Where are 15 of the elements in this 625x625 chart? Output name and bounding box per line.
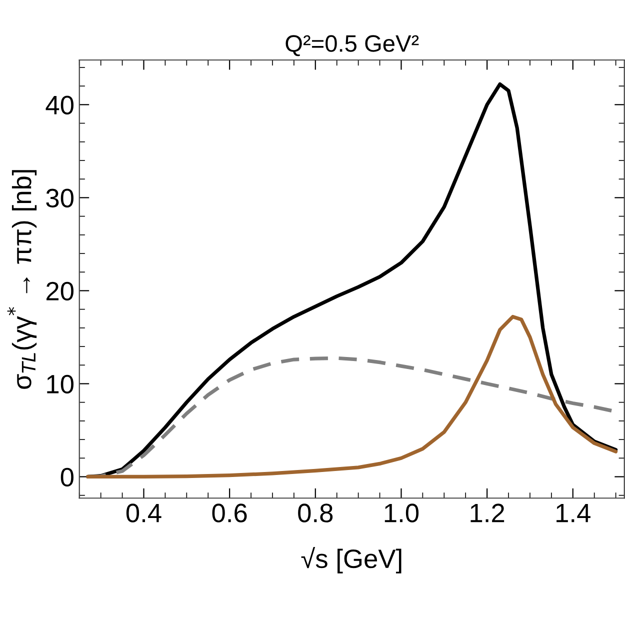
x-tick-label: 1.0 — [384, 504, 419, 522]
x-tick-label: 1.2 — [470, 504, 504, 522]
x-tick-label: 0.4 — [126, 504, 162, 522]
y-tick-label: 30 — [46, 188, 74, 208]
y-tick-label: 0 — [60, 468, 74, 487]
chart-title: Q²=0.5 GeV² — [286, 35, 419, 56]
x-tick-label: 0.8 — [298, 504, 333, 522]
y-axis-title: σ$_{TL}$(γγ$^{*}$ → ππ) [nb] — [7, 170, 37, 389]
x-tick-label: 1.4 — [556, 504, 590, 522]
line-series — [86, 314, 618, 479]
x-tick-label: 0.6 — [212, 504, 247, 522]
y-tick-label: 40 — [46, 96, 74, 114]
y-tick-label: 20 — [46, 282, 74, 301]
x-axis-title: √s [GeV] — [301, 547, 402, 574]
y-tick-label: 10 — [47, 374, 74, 394]
